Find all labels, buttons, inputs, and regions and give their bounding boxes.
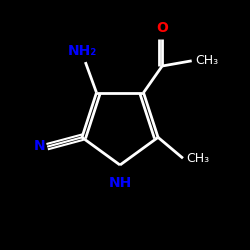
Text: CH₃: CH₃: [187, 152, 210, 165]
Text: O: O: [156, 21, 168, 35]
Text: CH₃: CH₃: [196, 54, 218, 67]
Text: NH₂: NH₂: [68, 44, 98, 58]
Text: N: N: [34, 140, 45, 153]
Text: NH: NH: [108, 176, 132, 190]
